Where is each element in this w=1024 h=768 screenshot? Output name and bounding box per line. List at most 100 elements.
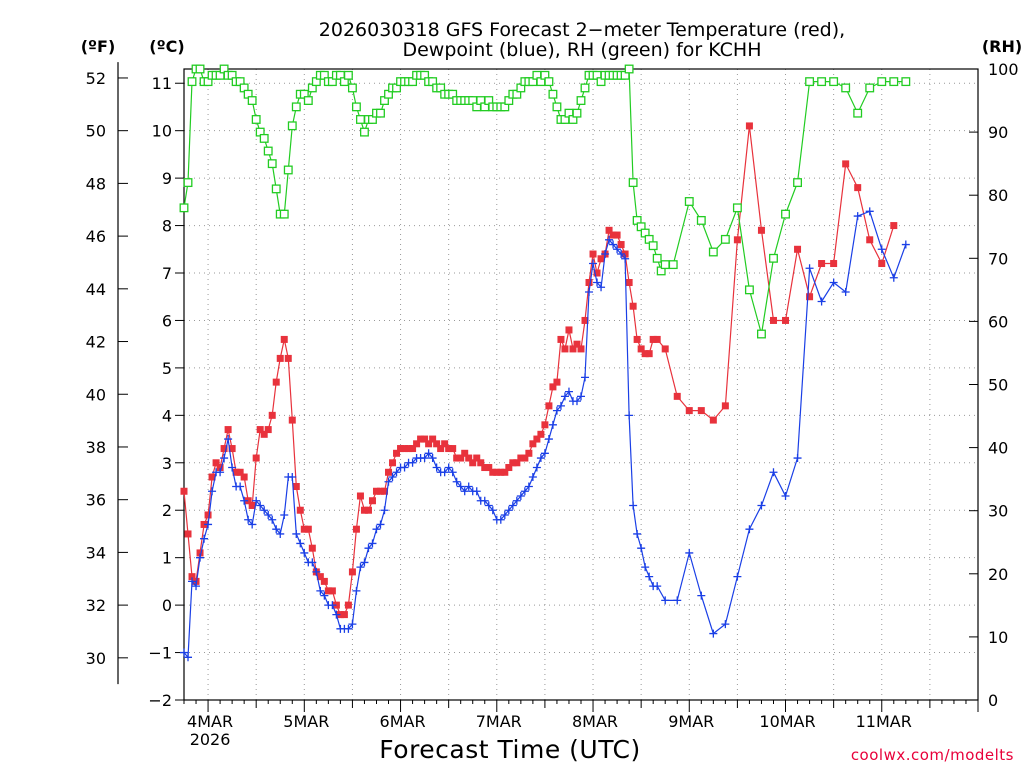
temperature-point [461,449,469,457]
dewpoint-point [356,563,365,572]
rh-point [544,77,554,87]
temperature-point [200,520,208,528]
temperature-point [248,501,256,509]
credit-text: coolwx.com/modelts [851,746,1014,764]
dewpoint-point [308,558,317,567]
temperature-point [397,445,405,453]
temperature-point [385,468,393,476]
celsius-tick-label: 4 [162,406,172,425]
rh-point [889,77,899,87]
temperature-point [272,378,280,386]
dewpoint-point [564,387,573,396]
temperature-point [352,525,360,533]
rh-point [251,115,261,124]
rh-point [732,203,742,213]
dewpoint-point [889,273,898,282]
temperature-point [585,278,593,286]
dewpoint-point [352,586,361,595]
dewpoint-point [877,245,886,254]
dewpoint-point [248,520,257,529]
series-dewpoint [180,207,910,662]
rh-point [781,209,790,219]
fahrenheit-tick-label: 46 [86,227,106,246]
celsius-tick-label: 3 [162,454,172,473]
chart-subtitle: Dewpoint (blue), RH (green) for KCHH [402,39,761,61]
temperature-point [477,459,485,467]
temperature-point [280,335,288,343]
temperature-point [581,316,589,324]
dewpoint-point [585,287,594,296]
dewpoint-point [605,235,614,244]
temperature-point [292,483,300,491]
rh-tick-label: 0 [988,691,998,710]
temperature-point [360,506,368,514]
dewpoint-point [673,596,682,605]
rh-point [624,64,634,74]
temperature-point [569,345,577,353]
dewpoint-point [236,482,245,491]
dewpoint-point [384,477,393,486]
dewpoint-point [552,406,561,415]
temperature-point [260,430,268,438]
dewpoint-point [408,458,417,467]
temperature-point [268,411,276,419]
fahrenheit-tick-label: 36 [86,491,106,510]
rh-point [259,133,269,143]
dewpoint-point [244,515,253,524]
rh-point [360,127,369,137]
dewpoint-point [456,482,465,491]
dewpoint-point [280,510,289,519]
temperature-point [228,445,236,453]
rh-point [853,108,863,118]
dewpoint-point [805,264,814,273]
dewpoint-point [516,491,525,500]
dewpoint-point [865,207,874,216]
x-tick-label: 6MAR [380,712,426,731]
dewpoint-point [781,491,790,500]
rh-tick-label: 100 [988,60,1019,79]
dewpoint-point [793,454,802,463]
x-axis-label: Forecast Time (UTC) [379,735,640,764]
rh-point [572,108,582,118]
temperature-point [533,435,541,443]
temperature-point [709,416,717,424]
dewpoint-point [480,496,489,505]
rh-point [877,77,887,87]
dewpoint-point [901,240,910,249]
temperature-point [553,378,561,386]
rh-point [628,178,638,188]
rh-point [267,159,277,169]
rh-point [901,77,911,87]
dewpoint-point [745,525,754,534]
dewpoint-point [428,454,437,463]
celsius-tick-label: 8 [162,217,172,236]
temperature-point [381,487,389,495]
rh-point [720,234,730,244]
dewpoint-point [548,420,557,429]
temperature-point [645,350,653,358]
temperature-point [457,454,465,462]
dewpoint-point [200,534,209,543]
dewpoint-point [645,572,654,581]
dewpoint-point [685,548,694,557]
rh-point [660,260,670,270]
chart-title: 2026030318 GFS Forecast 2−meter Temperat… [319,19,845,41]
temperature-point [252,454,260,462]
temperature-point [745,122,753,130]
fahrenheit-tick-label: 38 [86,438,106,457]
x-tick-label: 11MAR [856,712,912,731]
temperature-point [304,525,312,533]
rh-point [805,77,815,87]
temperature-point [441,440,449,448]
dewpoint-point [560,392,569,401]
temperature-point [212,459,220,467]
temperature-point [818,260,826,268]
dewpoint-point [224,435,233,444]
temperature-point [685,407,693,415]
temperature-point [509,459,517,467]
rh-point [183,178,193,188]
temperature-point [641,350,649,358]
fahrenheit-tick-label: 42 [86,333,106,352]
rh-point [187,77,197,87]
celsius-tick-label: 9 [162,169,172,188]
